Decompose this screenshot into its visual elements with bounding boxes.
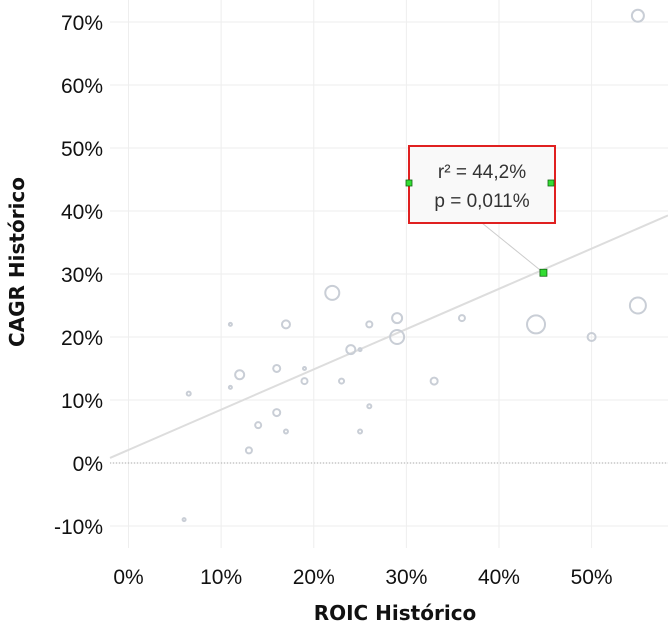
data-point[interactable] xyxy=(628,296,647,315)
data-point[interactable] xyxy=(282,428,289,435)
x-tick-label: 50% xyxy=(571,566,613,589)
data-point[interactable] xyxy=(389,328,406,345)
data-point[interactable] xyxy=(586,331,597,342)
annotation-p-value: p = 0,011% xyxy=(434,191,529,212)
data-points xyxy=(181,8,647,523)
x-axis-ticks: 0% 10% 20% 30% 40% 50% xyxy=(113,566,612,589)
data-point[interactable] xyxy=(324,284,341,301)
data-point[interactable] xyxy=(457,314,466,323)
annotation-anchor-handle[interactable] xyxy=(539,268,548,277)
data-point[interactable] xyxy=(181,517,187,523)
data-point[interactable] xyxy=(244,446,253,455)
y-tick-label: 10% xyxy=(61,390,103,413)
data-point[interactable] xyxy=(227,384,233,390)
data-point[interactable] xyxy=(366,403,373,410)
y-tick-label: 30% xyxy=(61,264,103,287)
data-point[interactable] xyxy=(185,390,192,397)
trend-annotation[interactable]: r² = 44,2% p = 0,011% xyxy=(405,145,556,277)
x-tick-label: 30% xyxy=(385,566,427,589)
data-point[interactable] xyxy=(357,347,363,353)
data-point[interactable] xyxy=(301,365,307,371)
annotation-resize-handle-left[interactable] xyxy=(405,179,413,187)
data-point[interactable] xyxy=(357,428,364,435)
y-tick-label: -10% xyxy=(54,516,103,539)
data-point[interactable] xyxy=(272,408,282,418)
data-point[interactable] xyxy=(338,377,346,385)
y-tick-label: 0% xyxy=(73,453,103,476)
trend-line xyxy=(109,214,668,459)
data-point[interactable] xyxy=(526,314,547,335)
y-tick-label: 50% xyxy=(61,138,103,161)
data-point[interactable] xyxy=(365,320,374,329)
data-point[interactable] xyxy=(429,376,439,386)
x-tick-label: 40% xyxy=(478,566,520,589)
y-tick-label: 20% xyxy=(61,327,103,350)
y-tick-label: 60% xyxy=(61,75,103,98)
data-point[interactable] xyxy=(227,321,233,327)
data-point[interactable] xyxy=(254,421,263,430)
y-tick-label: 40% xyxy=(61,201,103,224)
data-point[interactable] xyxy=(345,344,357,356)
annotation-box[interactable] xyxy=(408,145,556,224)
data-point[interactable] xyxy=(272,363,282,373)
x-tick-label: 20% xyxy=(293,566,335,589)
y-gridlines xyxy=(110,21,668,527)
data-point[interactable] xyxy=(300,377,309,386)
data-point[interactable] xyxy=(630,8,645,23)
x-tick-label: 10% xyxy=(200,566,242,589)
data-point[interactable] xyxy=(234,369,246,381)
x-axis-title: ROIC Histórico xyxy=(314,601,477,625)
annotation-resize-handle-right[interactable] xyxy=(547,179,555,187)
x-tick-label: 0% xyxy=(113,566,143,589)
y-tick-label: 70% xyxy=(61,12,103,35)
annotation-connector xyxy=(481,222,544,274)
data-point[interactable] xyxy=(280,319,291,330)
y-axis-title: CAGR Histórico xyxy=(5,177,29,347)
y-axis-ticks: -10% 0% 10% 20% 30% 40% 50% 60% 70% xyxy=(54,12,103,539)
annotation-r-squared: r² = 44,2% xyxy=(438,162,526,183)
data-point[interactable] xyxy=(391,312,404,325)
